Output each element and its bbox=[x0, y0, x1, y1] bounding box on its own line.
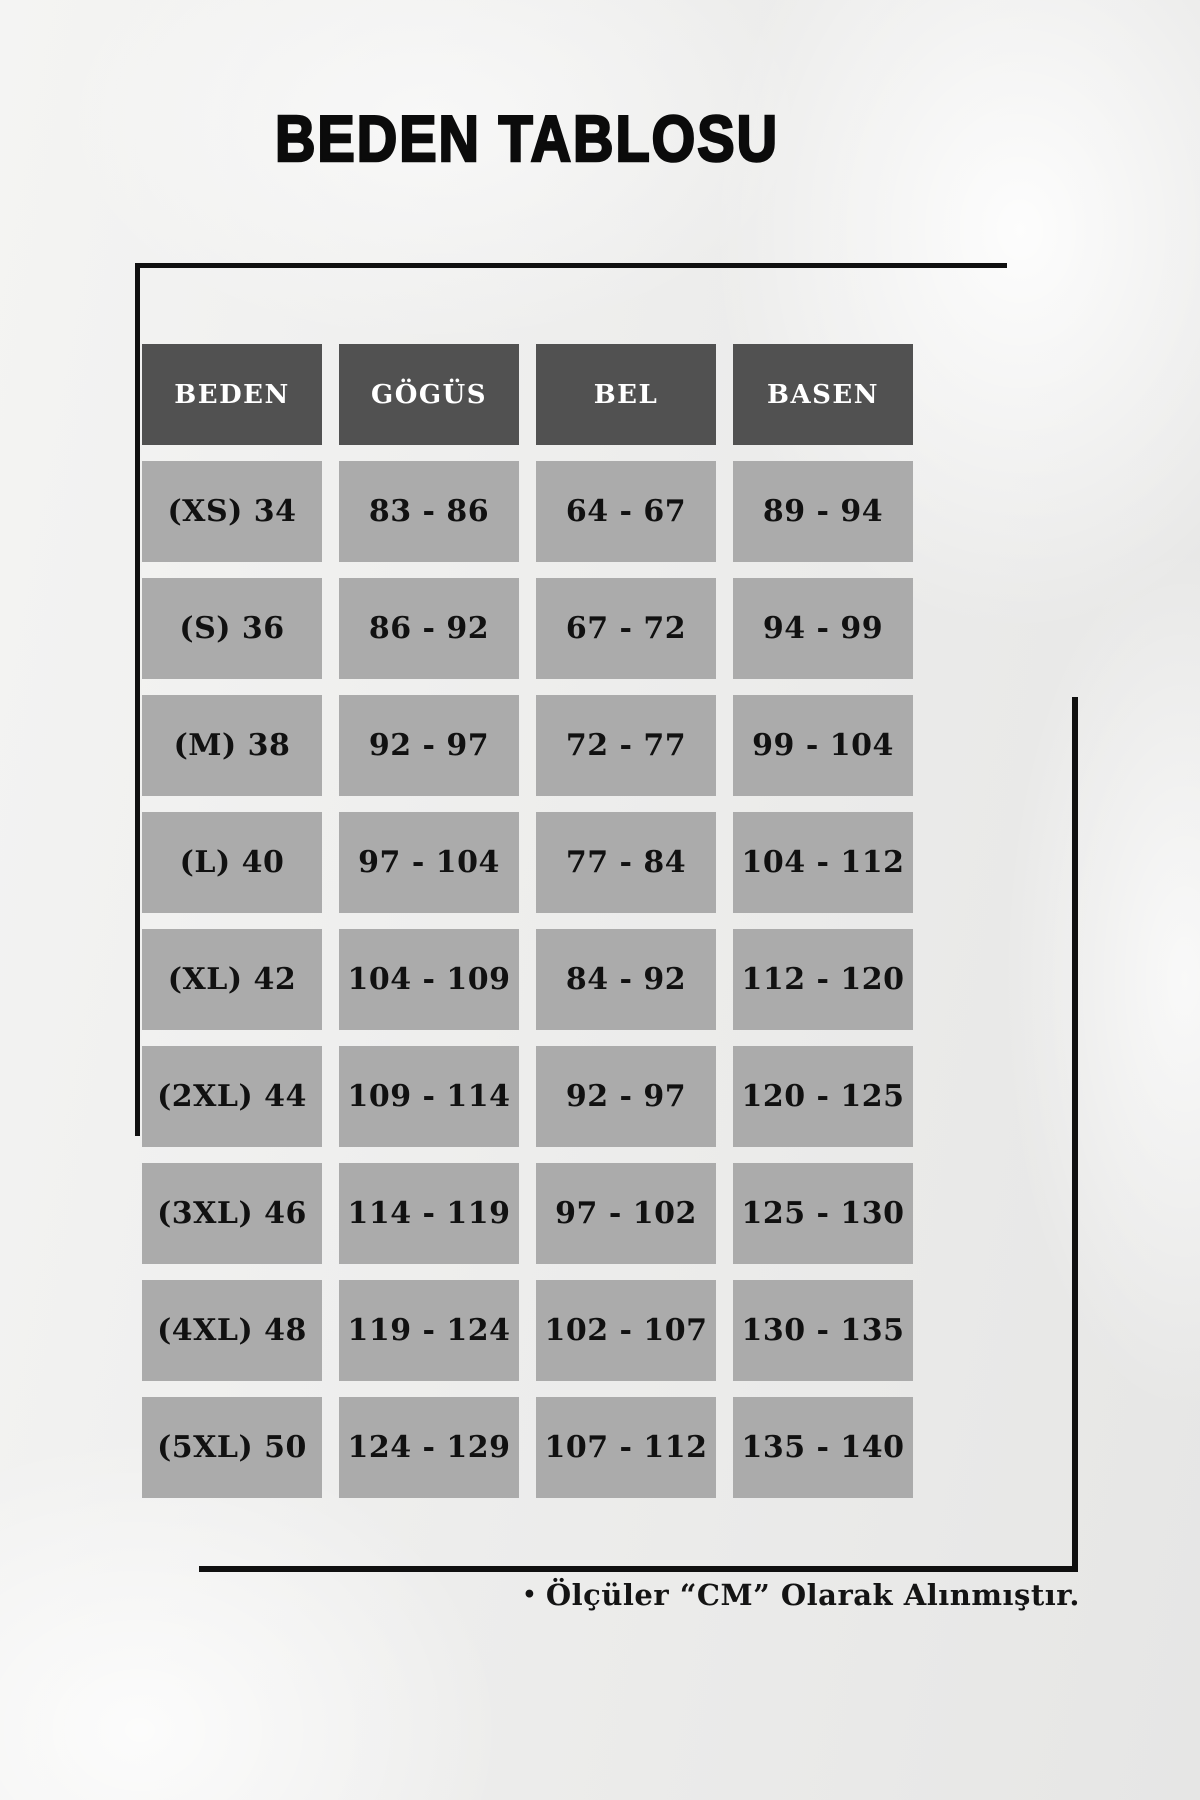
value-cell: 107 - 112 bbox=[536, 1397, 716, 1498]
value-cell: 114 - 119 bbox=[339, 1163, 519, 1264]
size-cell: (M) 38 bbox=[142, 695, 322, 796]
frame-line-right bbox=[1072, 697, 1078, 1572]
value-cell: 120 - 125 bbox=[733, 1046, 913, 1147]
value-cell: 124 - 129 bbox=[339, 1397, 519, 1498]
value-cell: 112 - 120 bbox=[733, 929, 913, 1030]
footnote: • Ölçüler “CM” Olarak Alınmıştır. bbox=[380, 1578, 1080, 1612]
value-cell: 109 - 114 bbox=[339, 1046, 519, 1147]
value-cell: 64 - 67 bbox=[536, 461, 716, 562]
value-cell: 97 - 102 bbox=[536, 1163, 716, 1264]
value-cell: 84 - 92 bbox=[536, 929, 716, 1030]
value-cell: 89 - 94 bbox=[733, 461, 913, 562]
value-cell: 119 - 124 bbox=[339, 1280, 519, 1381]
value-cell: 92 - 97 bbox=[536, 1046, 716, 1147]
frame-line-left bbox=[135, 263, 140, 1136]
frame-line-top bbox=[135, 263, 1007, 268]
column-header-gogus: GÖGÜS bbox=[339, 344, 519, 445]
column-header-beden: BEDEN bbox=[142, 344, 322, 445]
size-cell: (XS) 34 bbox=[142, 461, 322, 562]
footnote-bullet: • bbox=[522, 1582, 537, 1608]
value-cell: 135 - 140 bbox=[733, 1397, 913, 1498]
value-cell: 86 - 92 bbox=[339, 578, 519, 679]
size-cell: (L) 40 bbox=[142, 812, 322, 913]
value-cell: 99 - 104 bbox=[733, 695, 913, 796]
value-cell: 104 - 109 bbox=[339, 929, 519, 1030]
value-cell: 94 - 99 bbox=[733, 578, 913, 679]
size-cell: (5XL) 50 bbox=[142, 1397, 322, 1498]
footnote-text: Ölçüler “CM” Olarak Alınmıştır. bbox=[545, 1578, 1080, 1612]
column-header-bel: BEL bbox=[536, 344, 716, 445]
value-cell: 92 - 97 bbox=[339, 695, 519, 796]
value-cell: 67 - 72 bbox=[536, 578, 716, 679]
value-cell: 104 - 112 bbox=[733, 812, 913, 913]
value-cell: 83 - 86 bbox=[339, 461, 519, 562]
size-cell: (3XL) 46 bbox=[142, 1163, 322, 1264]
size-table: BEDEN GÖGÜS BEL BASEN (XS) 34 83 - 86 64… bbox=[142, 344, 913, 1498]
value-cell: 102 - 107 bbox=[536, 1280, 716, 1381]
value-cell: 97 - 104 bbox=[339, 812, 519, 913]
value-cell: 77 - 84 bbox=[536, 812, 716, 913]
value-cell: 72 - 77 bbox=[536, 695, 716, 796]
page-title: BEDEN TABLOSU bbox=[274, 101, 780, 177]
frame-line-bottom bbox=[199, 1566, 1078, 1572]
size-cell: (XL) 42 bbox=[142, 929, 322, 1030]
size-cell: (2XL) 44 bbox=[142, 1046, 322, 1147]
value-cell: 125 - 130 bbox=[733, 1163, 913, 1264]
size-cell: (S) 36 bbox=[142, 578, 322, 679]
size-cell: (4XL) 48 bbox=[142, 1280, 322, 1381]
value-cell: 130 - 135 bbox=[733, 1280, 913, 1381]
column-header-basen: BASEN bbox=[733, 344, 913, 445]
